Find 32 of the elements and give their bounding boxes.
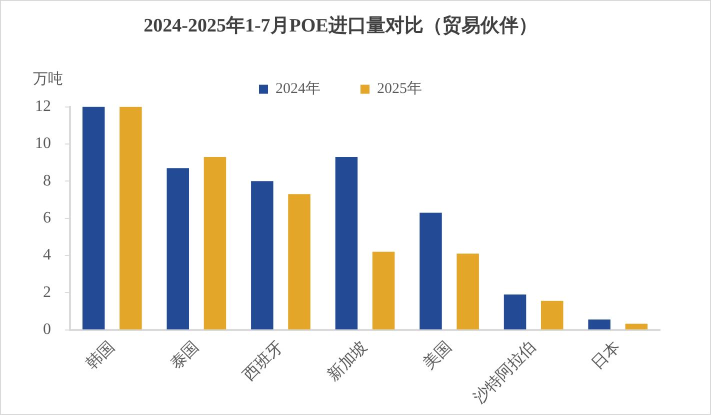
x-tick-label: 韩国 <box>82 338 118 374</box>
x-tick-label: 西班牙 <box>240 338 287 384</box>
x-tick-label: 新加坡 <box>324 338 371 384</box>
legend-label: 2025年 <box>377 80 422 98</box>
chart-title: 2024-2025年1-7月POE进口量对比（贸易伙伴） <box>144 14 538 36</box>
bar <box>420 212 442 330</box>
y-tick-label: 4 <box>43 246 51 264</box>
bar <box>251 181 274 330</box>
y-axis-title: 万吨 <box>33 70 63 88</box>
bar <box>166 168 190 330</box>
y-tick-label: 10 <box>35 135 51 152</box>
y-tick-label: 2 <box>43 284 51 301</box>
y-tick-label: 0 <box>43 321 51 338</box>
bar <box>120 106 142 330</box>
y-tick-label: 8 <box>43 172 51 190</box>
x-tick-label: 日本 <box>588 338 624 374</box>
bar <box>288 194 310 330</box>
legend-label: 2024年 <box>276 80 320 98</box>
bar <box>82 106 105 330</box>
bar <box>504 294 526 330</box>
y-tick-label: 6 <box>43 210 51 227</box>
bar <box>625 324 648 330</box>
bar <box>372 252 395 330</box>
x-tick-label: 泰国 <box>168 338 202 374</box>
bar <box>588 319 610 330</box>
y-tick-label: 12 <box>35 98 51 116</box>
bar <box>335 156 358 330</box>
bar <box>540 300 564 330</box>
x-tick-label: 美国 <box>420 338 456 374</box>
bar <box>456 254 479 330</box>
bar <box>204 156 226 330</box>
x-tick-label: 沙特阿拉伯 <box>470 338 540 408</box>
